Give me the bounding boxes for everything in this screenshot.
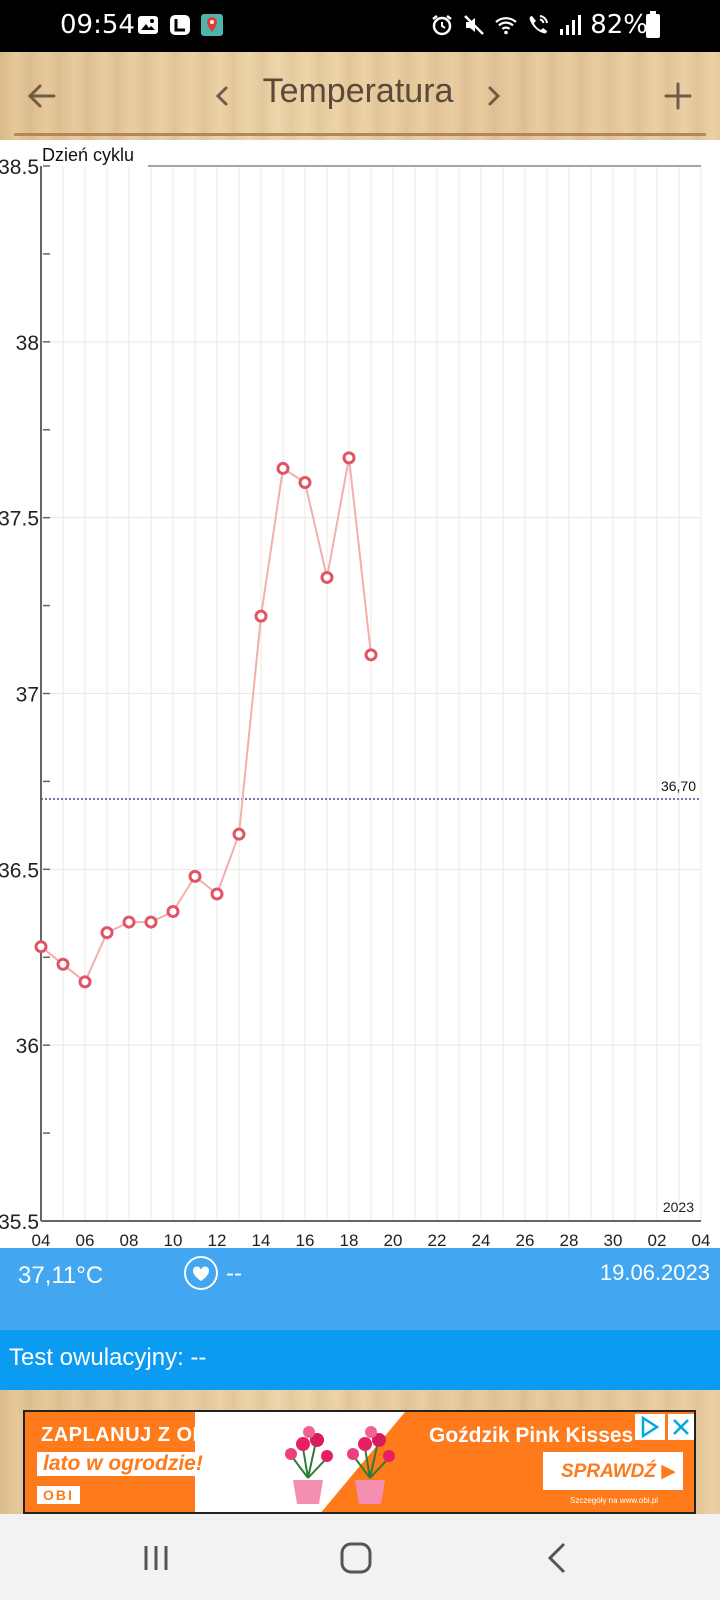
ad-cta-button[interactable]: SPRAWDŹ ▶ bbox=[543, 1452, 683, 1490]
home-icon[interactable] bbox=[334, 1536, 378, 1580]
x-tick-label: 30 bbox=[604, 1231, 623, 1248]
wifi-icon bbox=[495, 17, 517, 35]
temperature-point[interactable] bbox=[276, 461, 290, 475]
alarm-icon bbox=[432, 15, 452, 36]
flower-icon bbox=[285, 1426, 333, 1504]
y-tick-label: 35.5 bbox=[0, 1211, 39, 1234]
temperature-point[interactable] bbox=[364, 648, 378, 662]
flower-icon-2 bbox=[347, 1426, 395, 1504]
temperature-point[interactable] bbox=[298, 476, 312, 489]
battery-icon bbox=[646, 11, 660, 38]
x-tick-label: 04 bbox=[32, 1231, 51, 1248]
ad-container: ZAPLANUJ Z OBI lato w ogrodzie! OBI Goźd… bbox=[0, 1390, 720, 1514]
temperature-point[interactable] bbox=[232, 827, 246, 841]
signal-icon bbox=[560, 15, 582, 35]
info-bar: 37,11°C -- 19.06.2023 bbox=[0, 1248, 720, 1330]
temperature-point[interactable] bbox=[100, 926, 114, 940]
close-icon[interactable] bbox=[668, 1414, 694, 1440]
wifi-call-icon bbox=[529, 15, 549, 34]
plus-icon[interactable] bbox=[656, 74, 700, 118]
x-tick-label: 14 bbox=[252, 1231, 271, 1248]
ad-fine-print: Szczegóły na www.obi.pl bbox=[570, 1496, 659, 1505]
x-tick-label: 28 bbox=[560, 1231, 579, 1248]
gallery-icon bbox=[138, 16, 158, 34]
ad-cta-label: SPRAWDŹ bbox=[561, 1461, 656, 1482]
y-tick-label: 36 bbox=[16, 1035, 39, 1058]
ad-banner[interactable]: ZAPLANUJ Z OBI lato w ogrodzie! OBI Goźd… bbox=[23, 1410, 696, 1514]
temperature-point[interactable] bbox=[56, 957, 70, 971]
x-tick-label: 20 bbox=[384, 1231, 403, 1248]
ad-product-name: Goździk Pink Kisses bbox=[429, 1424, 634, 1447]
chevron-left-icon[interactable] bbox=[204, 74, 240, 118]
y-tick-label: 38 bbox=[16, 332, 39, 355]
temperature-value: 37,11°C bbox=[18, 1262, 104, 1289]
x-tick-label: 04 bbox=[692, 1231, 711, 1248]
arrow-left-icon[interactable] bbox=[20, 74, 64, 118]
temperature-point[interactable] bbox=[254, 609, 268, 623]
x-tick-label: 06 bbox=[76, 1231, 95, 1248]
mute-icon bbox=[464, 15, 485, 35]
app-l-icon bbox=[170, 15, 190, 35]
back-icon[interactable] bbox=[536, 1536, 580, 1580]
temperature-line bbox=[40, 457, 372, 984]
system-nav-bar bbox=[0, 1514, 720, 1600]
temperature-point[interactable] bbox=[342, 451, 356, 465]
chevron-right-icon[interactable] bbox=[476, 74, 512, 118]
x-tick-label: 02 bbox=[648, 1231, 667, 1248]
recent-apps-icon[interactable] bbox=[134, 1536, 178, 1580]
temperature-chart[interactable]: 35.5 36 36.5 37 37.5 38 38.5 04 06 08 10 12 14 16 18 20… bbox=[0, 140, 720, 1248]
chart-svg: 35.5 36 36.5 37 37.5 38 38.5 04 06 08 10 12 14 16 18 20… bbox=[0, 145, 711, 1248]
maps-icon bbox=[201, 14, 223, 36]
ad-logo: OBI bbox=[37, 1486, 80, 1504]
x-tick-label: 24 bbox=[472, 1231, 491, 1248]
ad-headline: ZAPLANUJ Z OBI bbox=[41, 1424, 214, 1446]
ovulation-test-label: Test owulacyjny: -- bbox=[9, 1344, 207, 1371]
x-tick-label: 12 bbox=[208, 1231, 227, 1248]
y-tick-label: 38.5 bbox=[0, 156, 39, 179]
status-time: 09:54 bbox=[60, 10, 135, 40]
temperature-point[interactable] bbox=[78, 975, 92, 989]
temperature-point[interactable] bbox=[34, 940, 48, 954]
x-tick-label: 08 bbox=[120, 1231, 139, 1248]
x-tick-label: 26 bbox=[516, 1231, 535, 1248]
app-header: Temperatura bbox=[0, 52, 720, 140]
y-tick-label: 36.5 bbox=[0, 859, 39, 882]
ad-subheadline: lato w ogrodzie! bbox=[37, 1452, 209, 1476]
status-bar: 09:54 82% bbox=[0, 0, 720, 52]
x-axis-label: Dzień cyklu bbox=[42, 145, 134, 165]
x-tick-label: 18 bbox=[340, 1231, 359, 1248]
ovulation-test-bar[interactable]: Test owulacyjny: -- bbox=[0, 1330, 720, 1390]
battery-percent: 82% bbox=[590, 10, 648, 40]
header-divider bbox=[14, 133, 706, 136]
x-tick-label: 16 bbox=[296, 1231, 315, 1248]
x-tick-label: 10 bbox=[164, 1231, 183, 1248]
heart-icon[interactable] bbox=[184, 1256, 218, 1290]
temperature-point[interactable] bbox=[210, 887, 224, 901]
temperature-point[interactable] bbox=[122, 915, 136, 929]
year-label: 2023 bbox=[663, 1199, 694, 1215]
y-tick-label: 37 bbox=[16, 684, 39, 707]
threshold-label: 36,70 bbox=[661, 778, 696, 794]
x-tick-label: 22 bbox=[428, 1231, 447, 1248]
y-tick-label: 37.5 bbox=[0, 508, 39, 531]
page-title: Temperatura bbox=[262, 72, 454, 110]
ad-choices-icon[interactable] bbox=[635, 1414, 665, 1440]
date-value: 19.06.2023 bbox=[599, 1260, 710, 1285]
temperature-point[interactable] bbox=[188, 869, 202, 883]
heart-value: -- bbox=[226, 1260, 242, 1287]
temperature-point[interactable] bbox=[144, 915, 158, 929]
temperature-point[interactable] bbox=[320, 570, 334, 584]
temperature-point[interactable] bbox=[166, 905, 180, 919]
